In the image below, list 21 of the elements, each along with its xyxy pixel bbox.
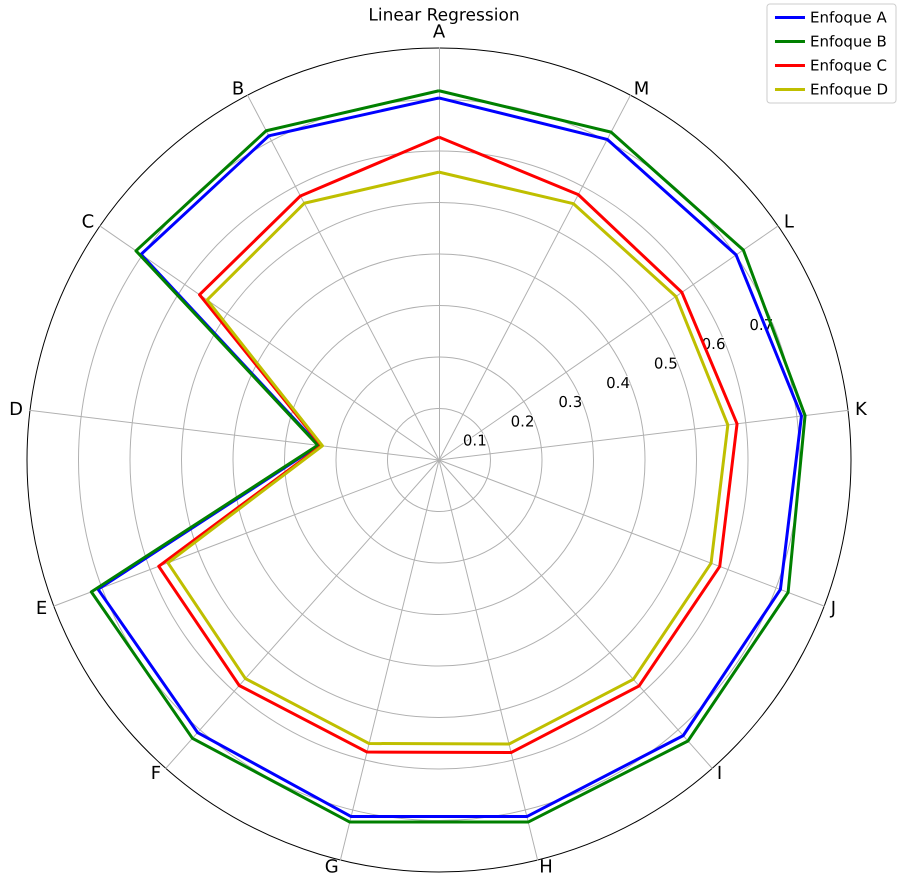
spoke-label: K bbox=[854, 398, 868, 420]
spoke-label: H bbox=[539, 856, 553, 878]
spoke-label: E bbox=[36, 598, 48, 620]
spoke-label: J bbox=[830, 598, 836, 620]
legend-label: Enfoque B bbox=[810, 32, 887, 50]
spoke-label: I bbox=[716, 763, 722, 784]
legend-label: Enfoque A bbox=[810, 8, 888, 26]
y-tick-label: 0.5 bbox=[654, 354, 678, 373]
legend-label: Enfoque D bbox=[810, 80, 888, 98]
y-tick-label: 0.4 bbox=[606, 374, 630, 392]
spoke-label: M bbox=[634, 78, 650, 100]
y-tick-label: 0.3 bbox=[558, 393, 582, 412]
spoke-label: G bbox=[324, 856, 339, 878]
spoke-label: B bbox=[232, 78, 244, 100]
y-tick-label: 0.1 bbox=[462, 432, 487, 450]
y-tick-label: 0.2 bbox=[510, 412, 534, 430]
spoke-label: C bbox=[82, 211, 94, 232]
spoke-label: L bbox=[784, 211, 794, 232]
spoke-label: F bbox=[150, 763, 162, 784]
legend-label: Enfoque C bbox=[810, 56, 887, 74]
spoke-label: D bbox=[9, 398, 24, 420]
